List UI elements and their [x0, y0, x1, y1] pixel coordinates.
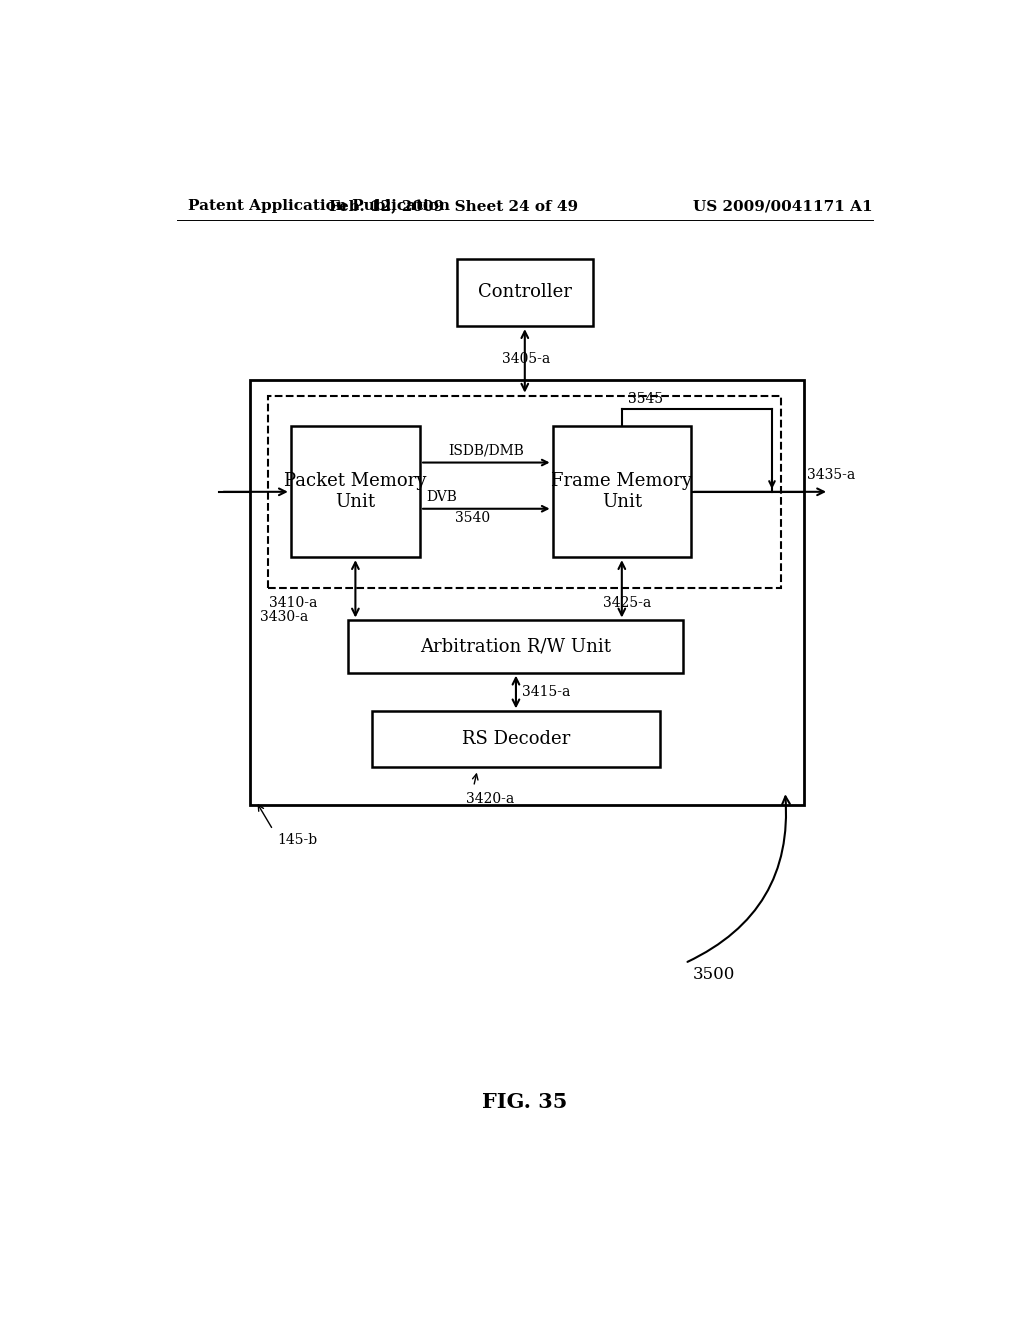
- Text: US 2009/0041171 A1: US 2009/0041171 A1: [692, 199, 872, 213]
- Text: ISDB/DMB: ISDB/DMB: [449, 444, 524, 458]
- Bar: [553, 426, 691, 557]
- Text: Packet Memory
Unit: Packet Memory Unit: [285, 473, 427, 511]
- Bar: [372, 711, 660, 767]
- Bar: [250, 380, 804, 805]
- Bar: [457, 259, 593, 326]
- Text: FIG. 35: FIG. 35: [482, 1092, 567, 1111]
- Text: 3425-a: 3425-a: [602, 597, 651, 610]
- Text: Frame Memory
Unit: Frame Memory Unit: [551, 473, 692, 511]
- Text: 3545: 3545: [628, 392, 664, 407]
- Text: 3430-a: 3430-a: [260, 610, 308, 624]
- Text: Controller: Controller: [478, 284, 571, 301]
- Text: 3435-a: 3435-a: [807, 467, 855, 482]
- Text: 3415-a: 3415-a: [522, 685, 570, 700]
- Text: Arbitration R/W Unit: Arbitration R/W Unit: [421, 638, 611, 656]
- Text: 3410-a: 3410-a: [269, 597, 317, 610]
- Bar: [291, 426, 420, 557]
- Text: RS Decoder: RS Decoder: [462, 730, 570, 748]
- Text: 3420-a: 3420-a: [466, 792, 514, 807]
- Text: Patent Application Publication: Patent Application Publication: [188, 199, 451, 213]
- Bar: [267, 396, 781, 589]
- Bar: [348, 620, 683, 673]
- Text: DVB: DVB: [426, 490, 457, 504]
- Text: 145-b: 145-b: [276, 833, 317, 847]
- Text: 3540: 3540: [456, 511, 490, 525]
- Text: 3500: 3500: [692, 966, 735, 983]
- Text: Feb. 12, 2009  Sheet 24 of 49: Feb. 12, 2009 Sheet 24 of 49: [330, 199, 579, 213]
- Text: 3405-a: 3405-a: [502, 351, 550, 366]
